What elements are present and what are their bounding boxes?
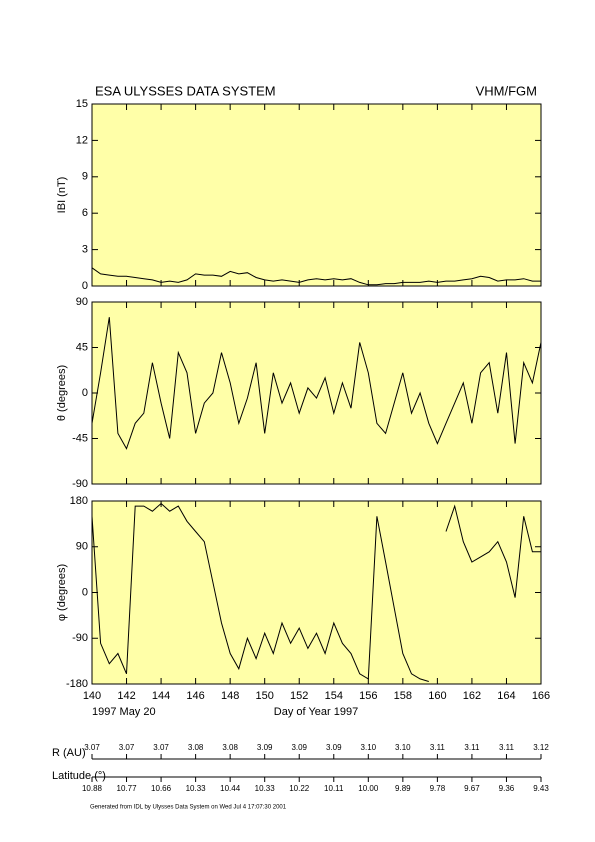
x-tick-label: 156	[359, 690, 377, 702]
y-tick-label: 90	[76, 541, 88, 553]
lat-value: 10.77	[117, 784, 138, 793]
lat-value: 10.22	[289, 784, 310, 793]
x-tick-label: 158	[394, 690, 412, 702]
y-tick-label: 0	[82, 586, 88, 598]
x-tick-label: 140	[83, 690, 101, 702]
x-tick-label: 162	[463, 690, 481, 702]
y-tick-label: 6	[82, 207, 88, 219]
y-axis-label: θ (degrees)	[56, 365, 68, 421]
date-label: 1997 May 20	[92, 706, 156, 718]
lat-value: 10.00	[358, 784, 379, 793]
y-tick-label: -45	[72, 432, 88, 444]
r-value: 3.10	[395, 743, 411, 752]
lat-value: 9.67	[464, 784, 480, 793]
lat-value: 9.89	[395, 784, 411, 793]
y-tick-label: 45	[76, 341, 88, 353]
r-value: 3.11	[430, 743, 446, 752]
r-value: 3.11	[499, 743, 515, 752]
title: ESA ULYSSES DATA SYSTEM	[95, 83, 276, 98]
r-value: 3.09	[291, 743, 307, 752]
x-tick-label: 148	[221, 690, 239, 702]
r-value: 3.07	[153, 743, 169, 752]
y-tick-label: -90	[72, 478, 88, 490]
y-tick-label: 12	[76, 134, 88, 146]
r-value: 3.09	[257, 743, 273, 752]
x-tick-label: 160	[428, 690, 446, 702]
r-value: 3.10	[361, 743, 377, 752]
x-tick-label: 150	[256, 690, 274, 702]
x-tick-label: 164	[497, 690, 515, 702]
x-tick-label: 154	[325, 690, 343, 702]
x-tick-label: 146	[186, 690, 204, 702]
r-value: 3.09	[326, 743, 342, 752]
plot-area	[91, 301, 542, 485]
y-tick-label: 90	[76, 296, 88, 308]
lat-value: 10.33	[186, 784, 207, 793]
lat-value: 9.43	[533, 784, 549, 793]
lat-value: 10.88	[82, 784, 103, 793]
r-value: 3.12	[533, 743, 549, 752]
y-axis-label: IBI (nT)	[56, 177, 68, 214]
r-value: 3.11	[464, 743, 480, 752]
lat-label: Latitude (°)	[52, 770, 106, 782]
x-tick-label: 144	[152, 690, 170, 702]
instrument: VHM/FGM	[476, 83, 537, 98]
plot-area	[91, 103, 542, 287]
data-line	[91, 267, 541, 286]
x-tick-label: 142	[117, 690, 135, 702]
y-tick-label: 15	[76, 98, 88, 110]
r-value: 3.07	[84, 743, 100, 752]
y-axis-label: φ (degrees)	[56, 564, 68, 621]
y-tick-label: 0	[82, 280, 88, 292]
plot-area	[91, 500, 542, 685]
y-tick-label: 3	[82, 244, 88, 256]
lat-value: 9.78	[430, 784, 446, 793]
lat-value: 10.66	[151, 784, 172, 793]
r-value: 3.07	[119, 743, 135, 752]
lat-value: 10.33	[255, 784, 276, 793]
lat-value: 10.11	[324, 784, 344, 793]
data-line	[91, 317, 542, 450]
y-tick-label: 0	[82, 387, 88, 399]
r-value: 3.08	[188, 743, 204, 752]
x-axis-label: Day of Year 1997	[274, 706, 358, 718]
y-tick-label: 180	[70, 495, 88, 507]
x-tick-label: 166	[532, 690, 550, 702]
x-tick-label: 152	[290, 690, 308, 702]
lat-value: 10.44	[220, 784, 241, 793]
lat-value: 9.36	[499, 784, 515, 793]
footer: Generated from IDL by Ulysses Data Syste…	[90, 805, 287, 811]
y-tick-label: -180	[66, 678, 88, 690]
r-value: 3.08	[222, 743, 238, 752]
y-tick-label: 9	[82, 171, 88, 183]
r-label: R (AU)	[52, 747, 86, 759]
y-tick-label: -90	[72, 632, 88, 644]
data-line	[91, 502, 541, 682]
